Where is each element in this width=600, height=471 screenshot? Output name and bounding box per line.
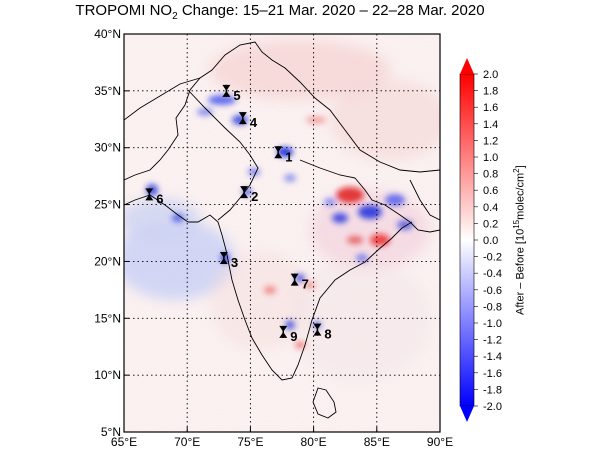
city-label: 9 [290,329,297,344]
lon-tick-label: 80°E [301,435,327,449]
colorbar-tick-label: -1.2 [483,335,502,347]
city-label: 8 [324,327,331,342]
colorbar-tick-label: 0.2 [483,218,498,230]
lat-lon-gridlines [124,34,440,432]
colorbar-tick-label: -1.8 [483,384,502,396]
colorbar-tick-label: 1.8 [483,86,498,98]
colorbar-axis-label: After – Before [1015molec/cm2] [512,165,527,315]
colorbar-tick-label: -1.0 [483,318,502,330]
city-label: 4 [250,115,258,130]
lat-tick-label: 30°N [94,141,121,155]
city-marker-9: 9 [279,325,297,344]
city-label: 3 [231,255,238,270]
tint-regions [124,40,440,380]
map-field: 1 2 3 45 6 7 8 9 [124,34,440,432]
city-marker-2: 2 [240,186,258,204]
colorbar-tick-label: 1.6 [483,102,498,114]
colorbar-tick-label: 1.0 [483,152,498,164]
lon-tick-label: 85°E [364,435,390,449]
lat-tick-label: 15°N [94,311,121,325]
axis-ticks: 65°E 70°E 75°E 80°E 85°E 90°E 5°N 10°N 15°N 20°N 2… [94,27,453,449]
colorbar-tick-label: -0.4 [483,268,502,280]
colorbar-tick-label: 0.6 [483,185,498,197]
colorbar-tick-label: -1.6 [483,368,502,380]
city-marker-6: 6 [145,188,164,206]
lat-tick-label: 25°N [94,198,121,212]
city-marker-7: 7 [290,273,309,292]
map-title: TROPOMI NO2 Change: 15–21 Mar. 2020 – 22… [75,2,485,22]
lat-tick-label: 40°N [94,27,121,41]
lon-tick-label: 75°E [237,435,263,449]
colorbar: 2.0 1.8 1.6 1.4 1.2 1.0 0.8 0.6 0.4 0.2 0.0 -0.2 -0.… [459,58,502,422]
colorbar-tick-label: 1.2 [483,135,498,147]
colorbar-tick-label: -1.4 [483,351,502,363]
city-label: 1 [285,149,292,164]
lat-tick-label: 10°N [94,368,121,382]
city-label: 7 [302,277,309,292]
lon-tick-label: 65°E [111,435,137,449]
colorbar-tick-label: -2.0 [483,401,502,413]
city-marker-1: 1 [274,146,292,164]
lat-tick-label: 20°N [94,254,121,268]
city-marker-5: 5 [222,84,241,103]
colorbar-tick-label: -0.2 [483,252,502,264]
lat-tick-label: 35°N [94,84,121,98]
colorbar-gradient [459,73,475,407]
lon-tick-label: 70°E [174,435,200,449]
lon-tick-label: 90°E [427,435,453,449]
lat-tick-label: 5°N [101,425,121,439]
colorbar-max-arrow [460,58,474,74]
colorbar-tick-label: 0.4 [483,202,498,214]
colorbar-min-arrow [460,406,474,422]
map-frame [123,33,441,433]
city-marker-8: 8 [313,323,332,342]
colorbar-tick-label: 2.0 [483,69,498,81]
colorbar-tick-label: 1.4 [483,119,498,131]
city-label: 6 [156,191,163,206]
city-markers: 1 2 3 45 6 7 8 9 [145,84,332,344]
colorbar-tick-label: 0.8 [483,169,498,181]
city-marker-3: 3 [219,252,238,270]
colorbar-tick-label: 0.0 [483,235,498,247]
city-marker-4: 4 [238,112,258,130]
city-label: 5 [233,88,240,103]
city-label: 2 [251,189,258,204]
colorbar-tick-label: -0.8 [483,301,502,313]
colorbar-tick-label: -0.6 [483,285,502,297]
